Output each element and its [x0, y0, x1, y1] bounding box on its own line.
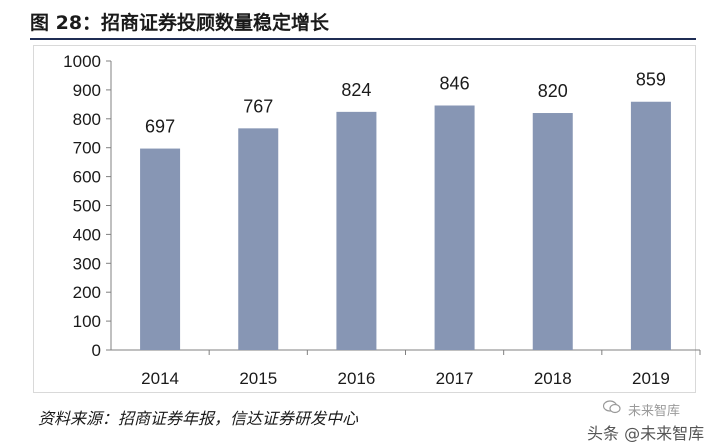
x-tick-label: 2015 [239, 369, 277, 388]
bar [238, 128, 279, 350]
x-tick-label: 2019 [632, 369, 670, 388]
bar [532, 113, 573, 351]
bar [336, 111, 377, 350]
bar [140, 148, 181, 350]
y-tick-label: 600 [73, 168, 101, 187]
watermark-top: 未来智库 [628, 404, 681, 419]
y-tick-label: 400 [73, 225, 101, 244]
y-tick-label: 500 [73, 197, 101, 216]
data-label: 824 [341, 80, 371, 100]
figure-title: 图 28：招商证券投顾数量稳定增长 [30, 12, 330, 34]
y-tick-label: 900 [73, 81, 101, 100]
y-tick-label: 1000 [63, 52, 101, 71]
bar [434, 105, 475, 350]
data-label: 767 [243, 96, 273, 116]
data-label: 846 [440, 74, 470, 94]
x-tick-label: 2016 [338, 369, 376, 388]
source-note: 资料来源：招商证券年报，信达证券研发中心 [38, 409, 359, 428]
title-underline [30, 38, 696, 40]
y-tick-label: 0 [92, 341, 101, 360]
data-label: 859 [636, 70, 666, 90]
chat-bubble-icon [603, 400, 621, 414]
y-tick-label: 100 [73, 312, 101, 331]
x-tick-label: 2017 [436, 369, 474, 388]
data-label: 697 [145, 117, 175, 137]
y-tick-label: 700 [73, 139, 101, 158]
chart-frame [33, 45, 696, 393]
x-tick-label: 2018 [534, 369, 572, 388]
data-label: 820 [538, 81, 568, 101]
x-tick-label: 2014 [141, 369, 179, 388]
y-tick-label: 300 [73, 254, 101, 273]
bar [630, 101, 671, 351]
y-tick-label: 200 [73, 283, 101, 302]
bar-chart: 0 100 200 300 400 500 600 700 800 900 1000 697 2014 7… [63, 52, 701, 388]
watermark-bottom: 头条 @未来智库 [587, 424, 705, 443]
y-tick-label: 800 [73, 110, 101, 129]
